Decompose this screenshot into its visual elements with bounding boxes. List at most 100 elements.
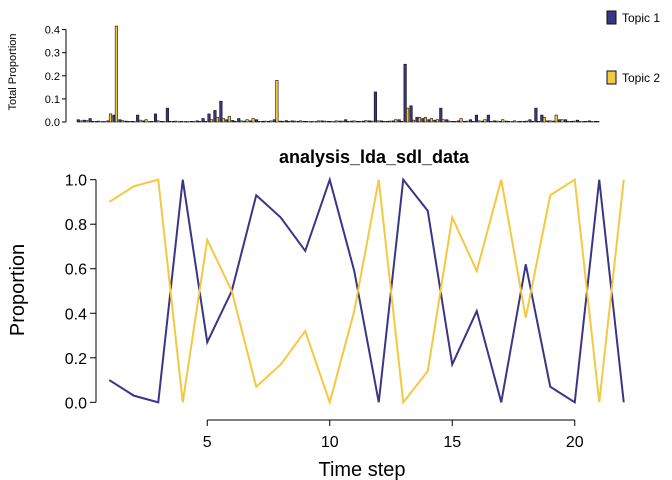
bar-1-8 bbox=[124, 120, 128, 123]
bar-2-68 bbox=[483, 119, 487, 123]
bar-2-3 bbox=[97, 120, 101, 123]
bar-2-52 bbox=[388, 120, 392, 123]
bar-1-74 bbox=[516, 121, 520, 123]
bar-2-45 bbox=[346, 121, 350, 123]
legend-label-topic-2: Topic 2 bbox=[622, 71, 660, 85]
bar-2-55 bbox=[406, 107, 410, 123]
bar-1-39 bbox=[308, 121, 312, 123]
bar-marks bbox=[76, 25, 600, 123]
bar-1-20 bbox=[195, 120, 199, 123]
bar-1-61 bbox=[439, 107, 443, 123]
bar-1-2 bbox=[88, 118, 92, 123]
bar-1-85 bbox=[581, 121, 585, 123]
bar-1-62 bbox=[445, 119, 449, 123]
legend-swatch-topic-1 bbox=[606, 10, 617, 25]
bar-1-12 bbox=[148, 121, 152, 123]
bar-2-44 bbox=[340, 120, 344, 123]
bar-1-7 bbox=[118, 119, 122, 123]
bar-1-72 bbox=[504, 120, 508, 123]
bar-2-42 bbox=[328, 121, 332, 123]
bar-2-61 bbox=[441, 119, 445, 123]
bar-2-30 bbox=[257, 121, 261, 123]
bar-1-54 bbox=[397, 119, 401, 123]
bar-2-81 bbox=[560, 119, 564, 123]
bar-1-77 bbox=[534, 107, 538, 123]
bar-2-46 bbox=[352, 120, 356, 123]
bar-2-59 bbox=[429, 118, 433, 123]
bar-1-46 bbox=[350, 120, 354, 123]
bar-2-11 bbox=[144, 119, 148, 123]
bar-1-22 bbox=[207, 113, 211, 123]
bar-2-48 bbox=[364, 120, 368, 123]
bar-2-82 bbox=[566, 121, 570, 123]
bar-1-36 bbox=[290, 120, 294, 123]
bar-1-65 bbox=[463, 121, 467, 123]
bar-2-56 bbox=[412, 119, 416, 123]
line-x-tick-label: 5 bbox=[203, 434, 212, 451]
bar-2-77 bbox=[536, 121, 540, 123]
bar-1-58 bbox=[421, 118, 425, 123]
bar-2-7 bbox=[120, 120, 124, 123]
bar-2-34 bbox=[281, 121, 285, 123]
bar-2-78 bbox=[542, 117, 546, 123]
line-x-tick-label: 20 bbox=[566, 434, 584, 451]
bar-y-tick-label: 0.3 bbox=[45, 48, 60, 60]
bar-2-5 bbox=[108, 113, 113, 123]
bar-1-29 bbox=[249, 120, 253, 123]
bar-1-0 bbox=[76, 119, 80, 123]
bar-1-38 bbox=[302, 121, 306, 123]
bar-2-87 bbox=[596, 121, 600, 123]
bar-2-57 bbox=[417, 117, 422, 123]
bar-y-tick-label: 0.1 bbox=[45, 94, 60, 106]
bar-2-86 bbox=[590, 121, 594, 123]
line-chart: analysis_lda_sdl_data 0.0 0.2 0.4 0.6 0.8 1.0… bbox=[7, 147, 625, 480]
bar-1-86 bbox=[587, 120, 591, 123]
bar-2-16 bbox=[174, 120, 178, 123]
bar-2-39 bbox=[310, 121, 315, 123]
legend-swatch-topic-2 bbox=[606, 70, 617, 85]
bar-2-35 bbox=[287, 121, 291, 123]
bar-2-54 bbox=[400, 121, 404, 123]
line-x-axis-label: Time step bbox=[318, 459, 405, 480]
bar-2-27 bbox=[239, 120, 243, 123]
line-y-tick-label: 0.4 bbox=[65, 306, 87, 323]
bar-1-11 bbox=[142, 120, 146, 123]
bar-2-15 bbox=[168, 121, 172, 123]
bar-2-22 bbox=[209, 119, 214, 123]
line-y-tick-label: 0.6 bbox=[65, 262, 87, 279]
bar-2-18 bbox=[186, 121, 190, 123]
bar-1-57 bbox=[415, 117, 419, 123]
bar-1-48 bbox=[361, 120, 366, 123]
bar-2-12 bbox=[150, 121, 154, 123]
bar-2-33 bbox=[275, 80, 279, 123]
bar-1-84 bbox=[575, 119, 580, 123]
bar-1-44 bbox=[338, 120, 342, 123]
bar-2-74 bbox=[518, 121, 523, 123]
bar-2-1 bbox=[85, 120, 89, 123]
bar-1-45 bbox=[344, 119, 348, 123]
line-y-tick-label: 0.0 bbox=[65, 395, 87, 412]
bar-1-10 bbox=[136, 114, 140, 123]
bar-2-67 bbox=[477, 120, 481, 123]
bar-1-37 bbox=[296, 121, 300, 123]
bar-2-58 bbox=[423, 117, 428, 123]
bar-2-76 bbox=[530, 121, 534, 123]
bar-1-68 bbox=[480, 120, 484, 123]
bar-2-83 bbox=[572, 120, 576, 123]
bar-1-73 bbox=[510, 121, 514, 123]
line-x-tick-label: 15 bbox=[443, 434, 461, 451]
line-y-tick-label: 1.0 bbox=[65, 173, 87, 190]
bar-2-63 bbox=[453, 121, 457, 123]
bar-1-50 bbox=[373, 91, 377, 123]
bar-2-50 bbox=[376, 120, 380, 123]
bar-1-6 bbox=[112, 114, 116, 123]
bar-1-30 bbox=[255, 119, 259, 123]
bar-2-62 bbox=[447, 120, 451, 123]
bar-1-5 bbox=[106, 120, 110, 123]
bar-2-40 bbox=[316, 120, 321, 123]
bar-1-53 bbox=[391, 120, 395, 123]
bar-2-38 bbox=[305, 121, 309, 123]
bar-2-2 bbox=[91, 121, 95, 123]
bar-2-19 bbox=[192, 121, 196, 123]
